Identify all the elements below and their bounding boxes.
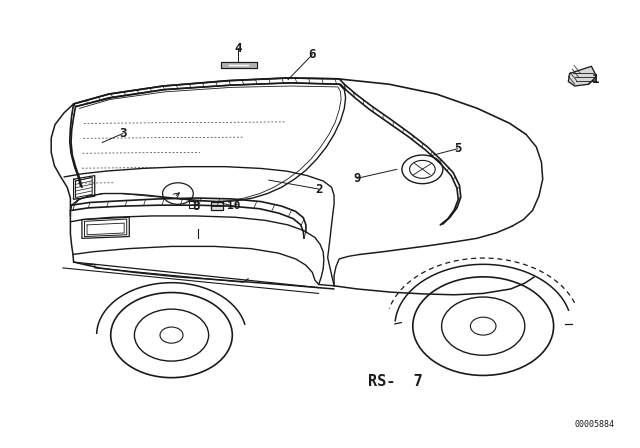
Text: RS-  7: RS- 7: [368, 374, 423, 389]
Text: 10: 10: [227, 201, 241, 211]
Polygon shape: [221, 62, 257, 68]
Text: 00005884: 00005884: [575, 420, 614, 429]
Polygon shape: [211, 202, 223, 210]
Text: 1: 1: [591, 73, 599, 86]
Text: 3: 3: [119, 127, 127, 140]
Text: 6: 6: [308, 48, 316, 61]
Text: 9: 9: [353, 172, 361, 185]
Text: 2: 2: [315, 182, 323, 196]
Text: 4: 4: [234, 42, 242, 55]
Text: 8: 8: [192, 199, 200, 213]
Polygon shape: [568, 66, 596, 86]
Text: 5: 5: [454, 142, 461, 155]
